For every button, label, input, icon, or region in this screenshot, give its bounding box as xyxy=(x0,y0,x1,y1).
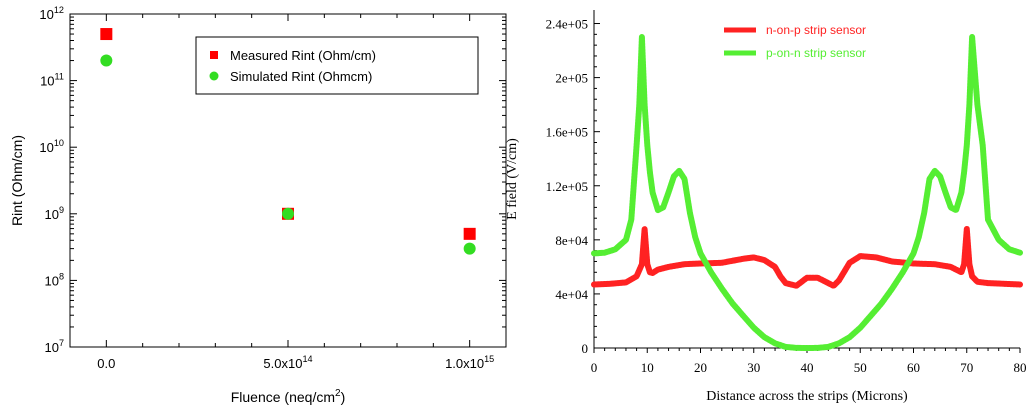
x-tick-label: 10 xyxy=(641,360,654,375)
x-tick-label: 60 xyxy=(907,360,920,375)
chart-rint-vs-fluence: 107 108 109 1010 1011 1012 0.0 5.0x1014 1.0x1015… xyxy=(9,5,507,405)
legend-box xyxy=(195,36,479,95)
y-tick-label: 107 xyxy=(44,338,64,355)
y-tick-label: 1.6e+05 xyxy=(546,125,588,140)
y-tick-label: 8e+04 xyxy=(555,233,588,248)
y-tick-label: 1011 xyxy=(40,72,64,89)
legend-marker-circle xyxy=(209,71,219,81)
y-tick-label: 1010 xyxy=(39,138,64,155)
x-tick-label: 70 xyxy=(960,360,973,375)
legend-label: Measured Rint (Ohm/cm) xyxy=(230,48,376,63)
simulated-point xyxy=(463,242,476,255)
x-tick-label: 5.0x1014 xyxy=(263,354,312,371)
x-axis-label: Distance across the strips (Microns) xyxy=(706,389,908,404)
x-tick-label: 30 xyxy=(747,360,760,375)
simulated-point xyxy=(282,207,294,220)
simulated-point xyxy=(100,54,113,67)
x-tick-label: 20 xyxy=(694,360,707,375)
y-tick-label: 109 xyxy=(44,205,64,222)
legend-marker-square xyxy=(210,51,218,59)
y-tick-label: 0 xyxy=(582,341,589,356)
x-axis-label: Fluence (neq/cm2) xyxy=(231,388,346,405)
series-line xyxy=(591,226,1023,289)
y-tick-label: 1012 xyxy=(39,5,64,22)
y-tick-label: 2.4e+05 xyxy=(546,17,588,32)
x-tick-label: 50 xyxy=(854,360,867,375)
series-line xyxy=(591,34,1023,351)
x-tick-label: 1.0x1015 xyxy=(445,354,494,371)
y-axis-label: E field (V/cm) xyxy=(505,138,520,220)
legend-label: p-on-n strip sensor xyxy=(766,46,866,60)
x-tick-label: 0.0 xyxy=(97,356,115,371)
y-tick-label: 4e+04 xyxy=(555,287,588,302)
y-tick-label: 108 xyxy=(44,271,64,288)
measured-point xyxy=(100,28,113,41)
y-tick-label: 2e+05 xyxy=(555,71,588,86)
legend-label: n-on-p strip sensor xyxy=(766,23,866,37)
x-tick-label: 0 xyxy=(591,360,598,375)
measured-point xyxy=(463,227,476,240)
y-tick-label: 1.2e+05 xyxy=(546,179,588,194)
y-axis-label: Rint (Ohm/cm) xyxy=(9,135,25,226)
chart-efield-vs-distance: 0 4e+04 8e+04 1.2e+05 1.6e+05 2e+05 2.4e+05 0 10… xyxy=(505,10,1027,404)
legend-label: Simulated Rint (Ohmcm) xyxy=(230,69,372,84)
x-tick-label: 80 xyxy=(1014,360,1027,375)
x-tick-label: 40 xyxy=(801,360,814,375)
